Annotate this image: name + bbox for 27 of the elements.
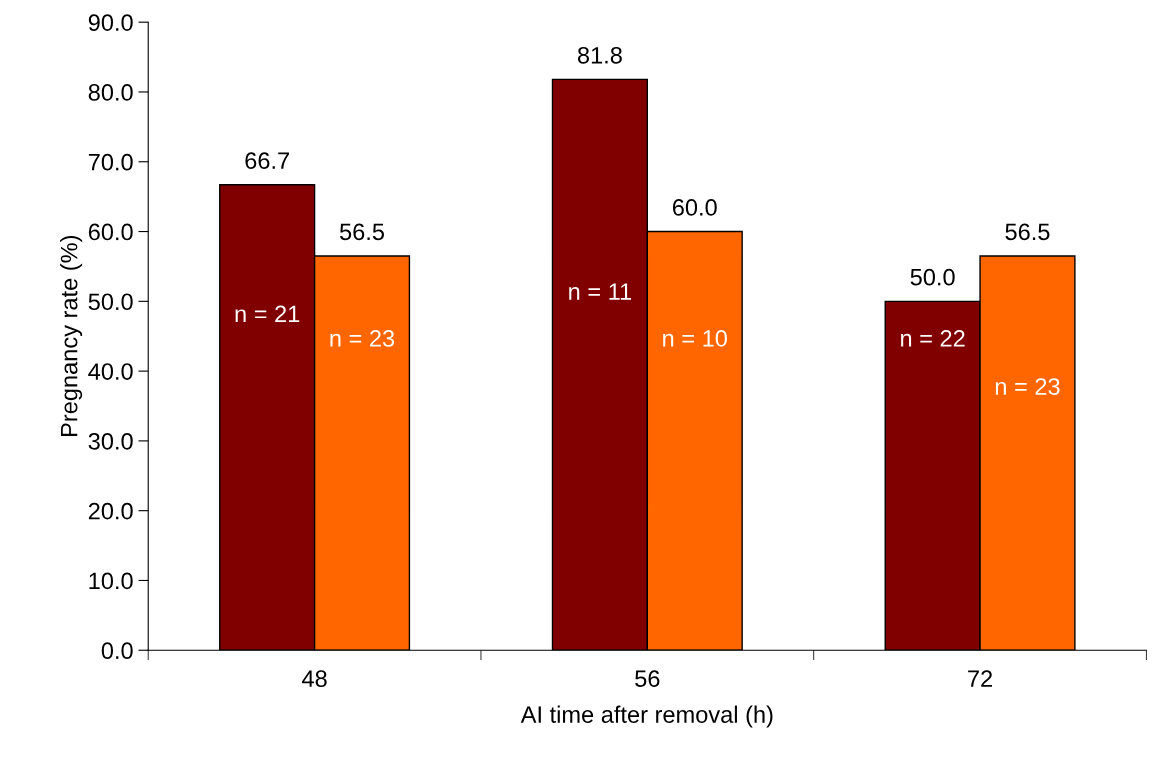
annotation: n = 10 [663,330,727,347]
y-tick-label: 10.0 [89,572,133,590]
x-axis-title: AI time after removal (h) [520,705,773,728]
data-label: 66.7 [245,152,289,170]
y-tick-label: 90.0 [88,14,133,31]
y-tick-label: 30.0 [88,432,133,450]
y-axis-title: Pregnancy rate (%) [60,235,83,436]
x-tick-label: 56 [635,670,660,688]
y-tick-label: 40.0 [88,363,133,380]
data-label: 56.5 [1005,223,1050,241]
y-tick-label: 70.0 [88,153,133,171]
x-tick-label: 72 [968,670,992,687]
x-tick-label: 48 [302,670,327,688]
annotation: n = 11 [569,283,632,300]
data-label: 81.8 [577,46,622,64]
data-label: 50.0 [910,268,955,286]
y-tick-label: 50.0 [88,293,133,311]
annotation: n = 21 [235,305,300,323]
y-tick-label: 80.0 [88,84,133,101]
annotation: n = 23 [995,378,1060,395]
annotation: n = 23 [330,330,395,347]
y-tick-label: 0.0 [101,642,133,660]
data-label: 60.0 [672,199,717,216]
data-label: 56.5 [339,223,384,241]
annotation: n = 22 [901,330,965,347]
y-tick-label: 20.0 [88,502,133,520]
y-tick-label: 60.0 [88,223,133,241]
